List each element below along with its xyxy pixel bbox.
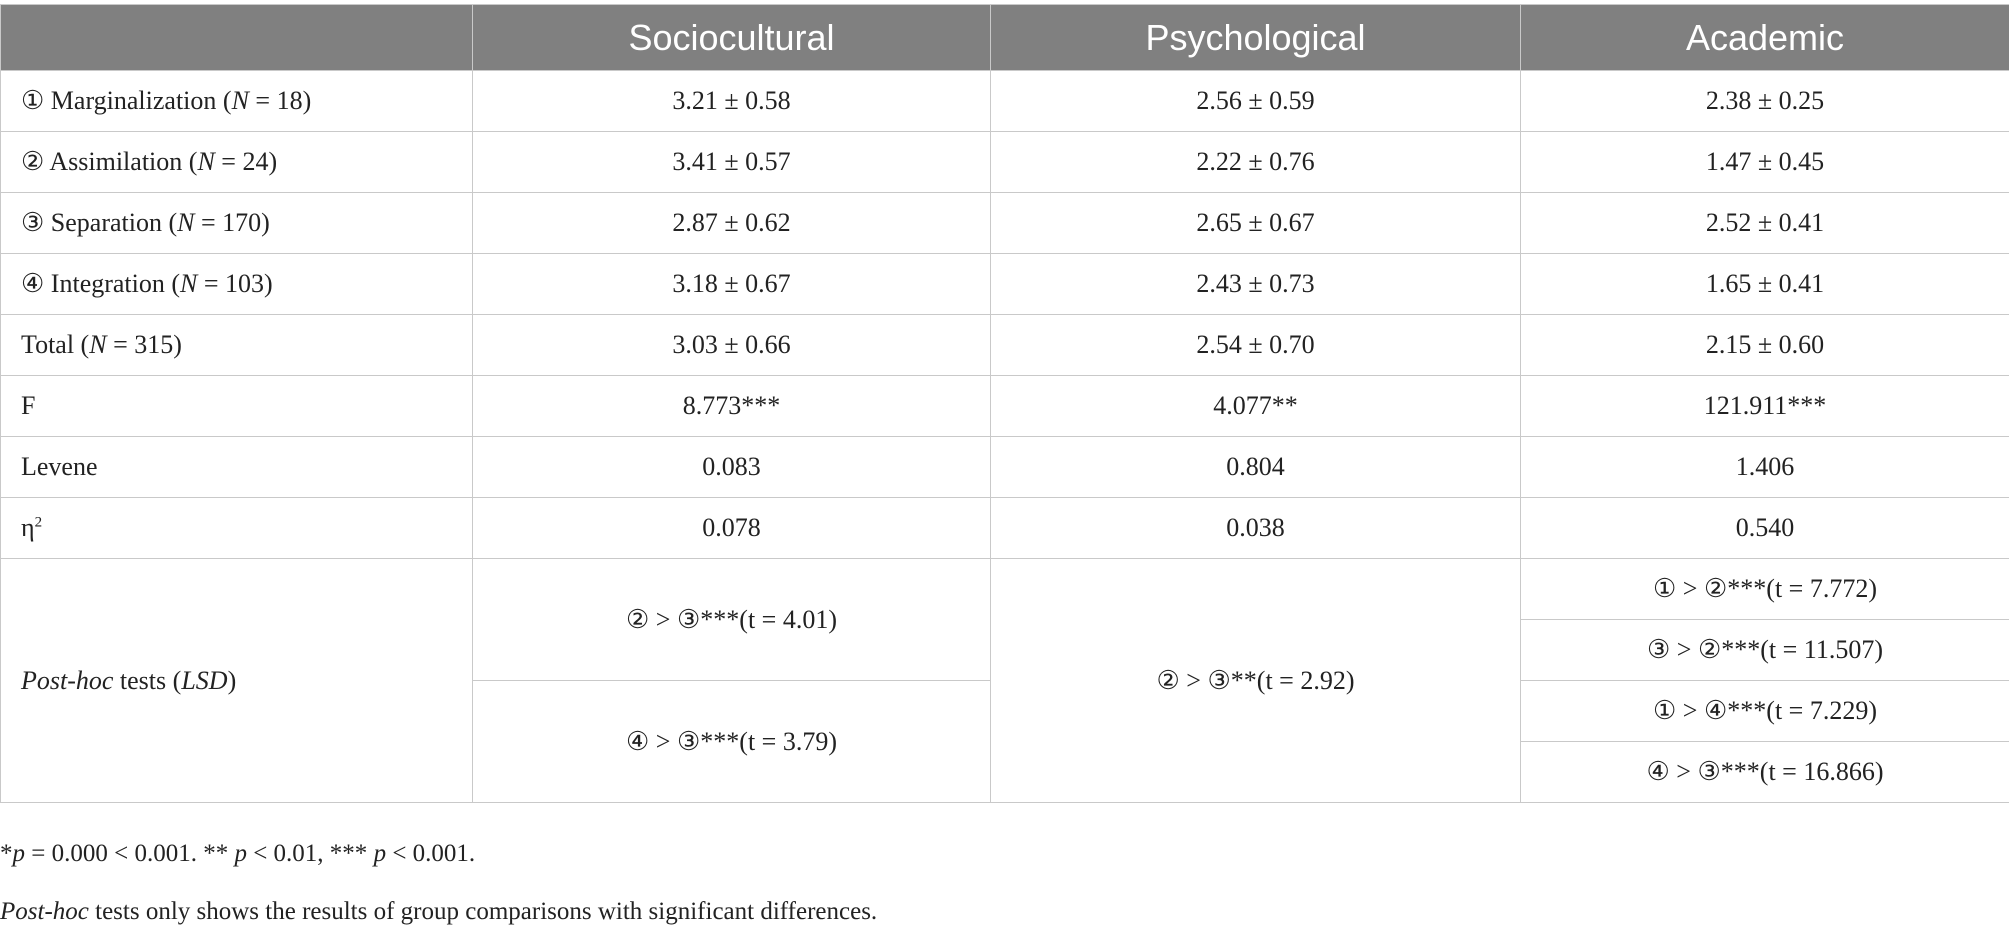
row-label-count: = 170) [195, 208, 270, 237]
posthoc-sociocultural-2: ④ > ③***(t = 3.79) [473, 681, 991, 803]
cell-sociocultural: 3.21 ± 0.58 [473, 71, 991, 132]
header-blank [1, 5, 473, 71]
posthoc-label-lsd: LSD [181, 666, 227, 695]
f-academic: 121.911*** [1521, 376, 2009, 437]
cell-sociocultural: 3.18 ± 0.67 [473, 254, 991, 315]
levene-row: Levene 0.083 0.804 1.406 [1, 437, 2009, 498]
posthoc-sociocultural-1: ② > ③***(t = 4.01) [473, 559, 991, 681]
row-label-n: N [177, 208, 194, 237]
cell-academic: 2.52 ± 0.41 [1521, 193, 2009, 254]
eta-sociocultural: 0.078 [473, 498, 991, 559]
row-label-count: = 18) [249, 86, 311, 115]
row-label-text: ④ Integration ( [21, 269, 180, 298]
posthoc-row: Post-hoc tests (LSD) ② > ③***(t = 4.01) … [1, 559, 2009, 620]
cell-psychological: 2.65 ± 0.67 [991, 193, 1521, 254]
note-p: p [374, 840, 387, 867]
cell-academic: 1.65 ± 0.41 [1521, 254, 2009, 315]
posthoc-label-mid: tests ( [113, 666, 181, 695]
table-notes: *p = 0.000 < 0.001. ** p < 0.01, *** p <… [0, 836, 877, 952]
posthoc-academic-1: ① > ②***(t = 7.772) [1521, 559, 2009, 620]
posthoc-academic-4: ④ > ③***(t = 16.866) [1521, 742, 2009, 803]
eta-squared-row: η2 0.078 0.038 0.540 [1, 498, 2009, 559]
note-p: p [13, 840, 26, 867]
header-row: Sociocultural Psychological Academic [1, 5, 2009, 71]
note-text: < 0.001. [386, 840, 475, 867]
eta-superscript: 2 [35, 514, 43, 530]
row-label-n: N [197, 147, 214, 176]
row-label: ③ Separation (N = 170) [1, 193, 473, 254]
cell-psychological: 2.22 ± 0.76 [991, 132, 1521, 193]
cell-psychological: 2.43 ± 0.73 [991, 254, 1521, 315]
note-p: p [234, 840, 247, 867]
header-psychological: Psychological [991, 5, 1521, 71]
posthoc-label: Post-hoc tests (LSD) [1, 559, 473, 803]
row-label-text: ② Assimilation ( [21, 147, 197, 176]
row-label-text: ③ Separation ( [21, 208, 177, 237]
table-row: Total (N = 315) 3.03 ± 0.66 2.54 ± 0.70 … [1, 315, 2009, 376]
row-label-text: Total ( [21, 330, 89, 359]
note-posthoc-italic: Post-hoc [0, 898, 89, 925]
header-sociocultural: Sociocultural [473, 5, 991, 71]
note-text: < 0.01, *** [247, 840, 374, 867]
cell-psychological: 2.54 ± 0.70 [991, 315, 1521, 376]
eta-academic: 0.540 [1521, 498, 2009, 559]
f-psychological: 4.077** [991, 376, 1521, 437]
row-label-count: = 315) [107, 330, 182, 359]
posthoc-academic-2: ③ > ②***(t = 11.507) [1521, 620, 2009, 681]
table-row: ② Assimilation (N = 24) 3.41 ± 0.57 2.22… [1, 132, 2009, 193]
row-label: ① Marginalization (N = 18) [1, 71, 473, 132]
row-label: ④ Integration (N = 103) [1, 254, 473, 315]
posthoc-label-end: ) [228, 666, 237, 695]
f-sociocultural: 8.773*** [473, 376, 991, 437]
f-row: F 8.773*** 4.077** 121.911*** [1, 376, 2009, 437]
f-label: F [1, 376, 473, 437]
row-label-count: = 24) [215, 147, 277, 176]
cell-academic: 1.47 ± 0.45 [1521, 132, 2009, 193]
eta-squared-label: η2 [1, 498, 473, 559]
eta-psychological: 0.038 [991, 498, 1521, 559]
row-label-n: N [180, 269, 197, 298]
note-text: = 0.000 < 0.001. ** [25, 840, 234, 867]
table-row: ③ Separation (N = 170) 2.87 ± 0.62 2.65 … [1, 193, 2009, 254]
table-row: ④ Integration (N = 103) 3.18 ± 0.67 2.43… [1, 254, 2009, 315]
note-star: * [0, 840, 13, 867]
row-label-count: = 103) [197, 269, 272, 298]
cell-psychological: 2.56 ± 0.59 [991, 71, 1521, 132]
posthoc-academic-3: ① > ④***(t = 7.229) [1521, 681, 2009, 742]
header-academic: Academic [1521, 5, 2009, 71]
cell-sociocultural: 3.03 ± 0.66 [473, 315, 991, 376]
statistics-table: Sociocultural Psychological Academic ① M… [0, 4, 2009, 803]
note-posthoc-text: tests only shows the results of group co… [89, 898, 877, 925]
row-label: ② Assimilation (N = 24) [1, 132, 473, 193]
note-significance: *p = 0.000 < 0.001. ** p < 0.01, *** p <… [0, 836, 877, 872]
posthoc-psychological-1: ② > ③**(t = 2.92) [991, 559, 1521, 803]
note-posthoc: Post-hoc tests only shows the results of… [0, 894, 877, 930]
posthoc-label-italic: Post-hoc [21, 666, 113, 695]
row-label: Total (N = 315) [1, 315, 473, 376]
eta-symbol: η [21, 513, 35, 542]
cell-academic: 2.15 ± 0.60 [1521, 315, 2009, 376]
levene-sociocultural: 0.083 [473, 437, 991, 498]
row-label-n: N [89, 330, 106, 359]
cell-sociocultural: 3.41 ± 0.57 [473, 132, 991, 193]
levene-academic: 1.406 [1521, 437, 2009, 498]
cell-academic: 2.38 ± 0.25 [1521, 71, 2009, 132]
row-label-text: ① Marginalization ( [21, 86, 232, 115]
cell-sociocultural: 2.87 ± 0.62 [473, 193, 991, 254]
row-label-n: N [232, 86, 249, 115]
levene-label: Levene [1, 437, 473, 498]
table-row: ① Marginalization (N = 18) 3.21 ± 0.58 2… [1, 71, 2009, 132]
levene-psychological: 0.804 [991, 437, 1521, 498]
